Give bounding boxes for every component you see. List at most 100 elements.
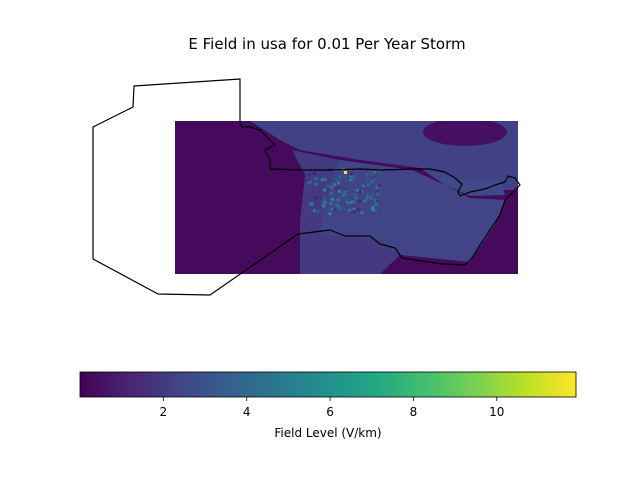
heatmap-cell [335,203,339,207]
heatmap-cell [309,180,313,184]
heatmap-cell [320,178,324,182]
heatmap-cell [336,198,340,202]
heatmap-cell [328,212,332,216]
heatmap-cell [356,208,360,212]
heatmap-cell [323,194,327,198]
heatmap-cell [349,178,353,182]
heatmap-cell [376,192,380,196]
heatmap-cell [376,199,379,203]
heatmap-cell [353,193,357,196]
e-field-heatmap [175,121,518,274]
alaska-border [92,78,521,296]
colorbar-gradient [80,372,576,397]
heatmap-cell [370,173,374,177]
heatmap-cell [352,209,356,213]
heatmap-cell [369,196,373,200]
heatmap-cell [349,172,353,176]
heatmap-cell [379,171,383,175]
heatmap-cell [342,193,346,197]
heatmap-cell [352,174,356,178]
heatmap-cell [314,182,318,186]
heatmap-cell [347,198,351,202]
heatmap-cell [352,204,356,208]
heatmap-cell [352,200,356,203]
heatmap-cell [345,198,349,202]
heatmap-cell [360,211,364,214]
heatmap-cell [332,183,336,187]
heatmap-cell [323,178,327,181]
country-border [92,78,521,296]
heatmap-cell [307,174,311,178]
heatmap-cell [358,199,362,203]
heatmap-cell [352,207,356,211]
heatmap-cell [366,178,370,182]
colorbar-label: Field Level (V/km) [274,426,381,440]
heatmap-cell [323,200,327,204]
colorbar-tick-label: 2 [160,405,168,419]
heatmap-cell [312,209,316,213]
heatmap-cell [322,204,326,208]
heatmap-cell [354,196,358,200]
heatmap-cell [322,197,326,201]
heatmap-cell [307,181,310,185]
heatmap-cell [336,172,339,176]
heatmap-cell [366,183,370,187]
colorbar: 2 4 6 8 10 Field Level (V/km) [79,371,577,440]
heatmap-cell [375,189,379,193]
heatmap-cell [356,189,360,193]
heatmap-cell [330,197,334,201]
heatmap-cell [361,184,365,188]
heatmap-cell [348,209,352,212]
heatmap-cell [370,180,374,184]
heatmap-cell [371,206,375,209]
heatmap-cell [372,170,376,174]
heatmap-cell [305,179,309,183]
heatmap-cell [371,193,375,197]
heatmap-cell [358,190,362,194]
heatmap-cell [334,169,338,172]
heatmap-cell [329,191,333,195]
heatmap-cell [350,200,354,204]
heatmap-cell [329,174,333,178]
heatmap-cell [331,186,335,190]
heatmap-region-pacific-ocean [175,130,305,274]
heatmap-cell [305,209,308,213]
heatmap-cell [343,187,347,190]
heatmap-cell [343,175,347,179]
heatmap-cell [378,184,382,188]
heatmap-cell [375,185,379,189]
heatmap-cell [337,185,341,189]
heatmap-cell [326,184,330,188]
colorbar-tick-label: 6 [326,405,334,419]
heatmap-cell [313,171,317,175]
heatmap-cell [320,197,323,200]
heatmap-cell [365,173,369,177]
heatmap-cell [305,195,309,199]
heatmap-speckles [305,168,383,216]
heatmap-cell [313,196,317,200]
heatmap-region-dakotas-hotspot [344,171,347,174]
heatmap-cell [334,186,338,190]
heatmap-region-hudson-bay [423,121,507,146]
colorbar-tick-label: 10 [489,405,504,419]
heatmap-cell [334,178,338,182]
map-panel [92,78,521,296]
heatmap-cell [308,202,312,206]
heatmap-cell [376,169,380,173]
heatmap-cell [363,199,367,203]
colorbar-frame [79,371,577,398]
heatmap-cell [310,212,314,216]
heatmap-cell [373,209,377,212]
heatmap-cell [317,171,321,175]
heatmap-cell [337,189,341,193]
heatmap-cell [351,178,354,182]
heatmap-cell [310,186,314,190]
colorbar-ticks: 2 4 6 8 10 [160,397,504,419]
heatmap-cell [316,209,320,213]
heatmap-region-gulf-of-mexico [380,255,470,274]
heatmap-cell [343,190,347,194]
heatmap-cell [360,190,364,193]
heatmap-cell [333,208,336,212]
heatmap-region-atlantic-ocean [465,185,518,274]
